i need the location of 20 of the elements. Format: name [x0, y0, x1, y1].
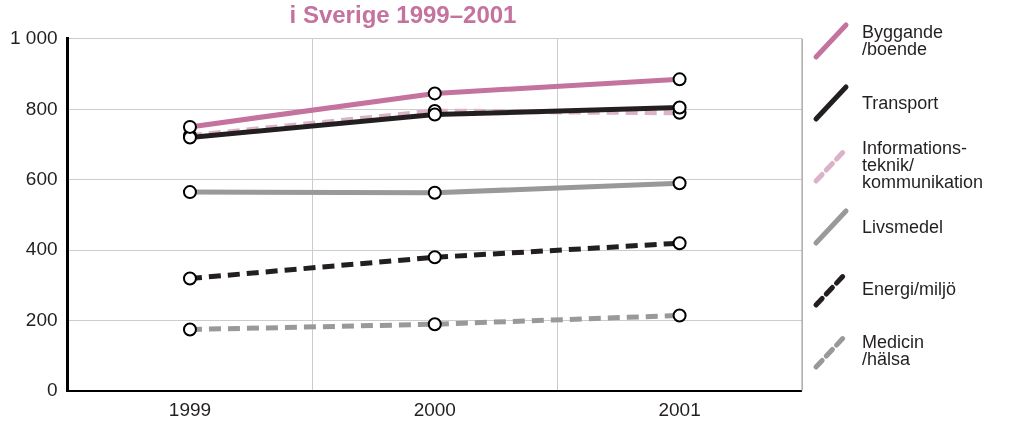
point: [182, 271, 197, 286]
x-tick-label: 2001: [658, 398, 701, 420]
point: [672, 236, 687, 251]
y-tick-label: 600: [25, 167, 58, 189]
legend-label: Transport: [862, 92, 939, 113]
y-tick-label: 1 000: [10, 27, 58, 49]
y-tick-label: 0: [46, 379, 58, 401]
point: [672, 100, 687, 115]
y-tick-label: 800: [25, 97, 58, 119]
legend-label: Medicin /hälsa: [862, 332, 925, 369]
y-tick-label: 400: [25, 238, 58, 260]
x-tick-label: 1999: [168, 398, 212, 420]
chart-title: i Sverige 1999–2001: [289, 1, 517, 29]
y-tick-label: 200: [25, 308, 58, 330]
legend-label: Livsmedel: [862, 216, 944, 237]
legend-label: Informations- teknik/ kommunikation: [862, 137, 984, 192]
x-tick-label: 2000: [413, 398, 456, 420]
point: [427, 250, 442, 265]
legend-label: Byggande /boende: [862, 22, 944, 59]
legend-label: Energi/miljö: [862, 278, 957, 299]
